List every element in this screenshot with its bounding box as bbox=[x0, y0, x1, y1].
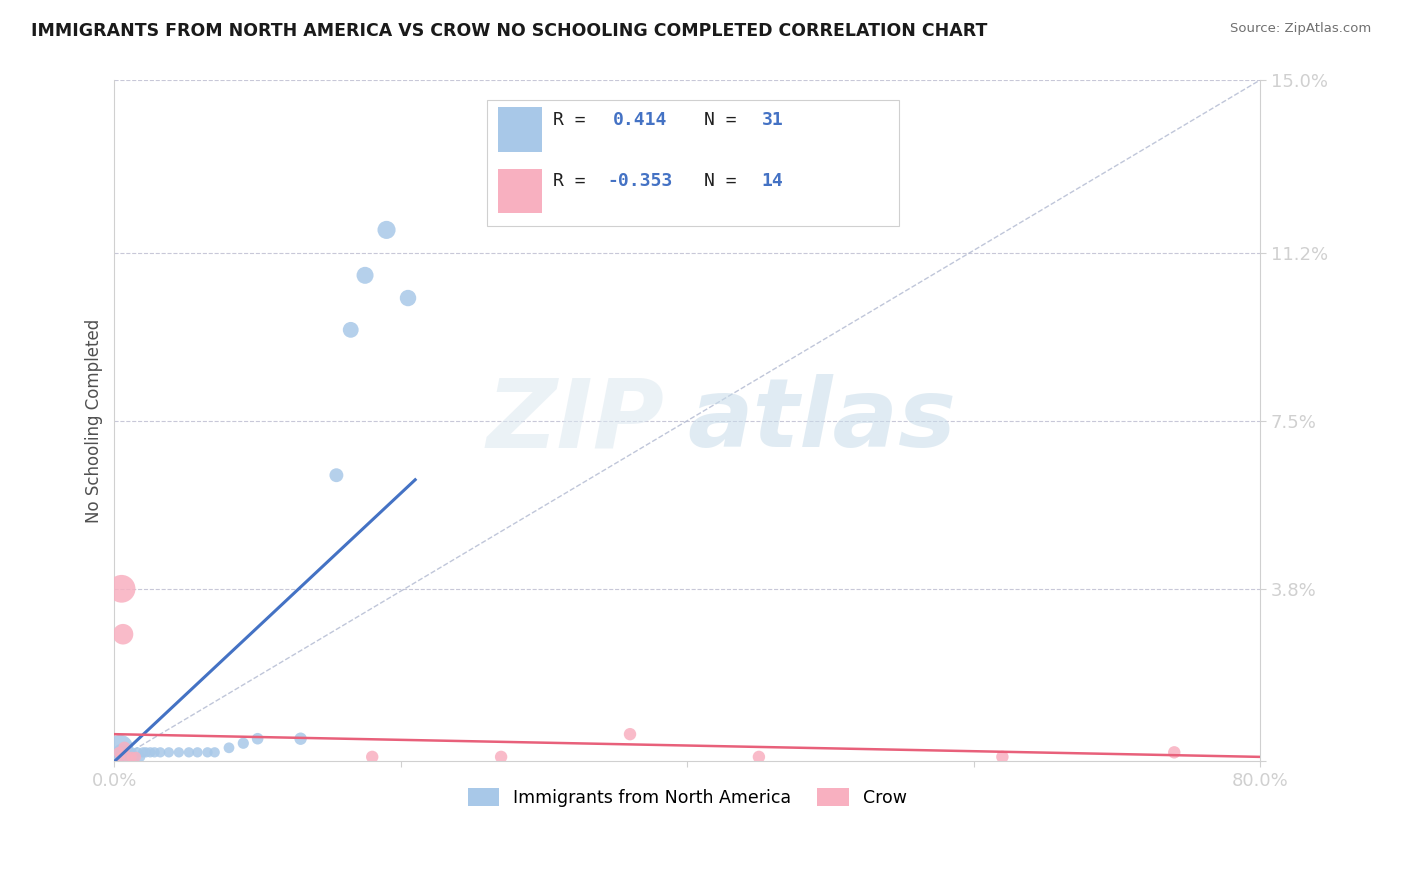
Point bbox=[149, 745, 172, 759]
Text: 0.414: 0.414 bbox=[613, 111, 668, 128]
Y-axis label: No Schooling Completed: No Schooling Completed bbox=[86, 318, 103, 523]
Text: -0.353: -0.353 bbox=[607, 172, 672, 190]
Point bbox=[139, 745, 162, 759]
Point bbox=[375, 223, 398, 237]
Text: 14: 14 bbox=[762, 172, 783, 190]
Point bbox=[121, 745, 143, 759]
Point bbox=[124, 750, 146, 764]
Point bbox=[117, 750, 139, 764]
Point bbox=[177, 745, 200, 759]
Point bbox=[111, 745, 134, 759]
Text: R =: R = bbox=[553, 172, 596, 190]
Point bbox=[619, 727, 641, 741]
Text: R =: R = bbox=[553, 111, 607, 128]
Point bbox=[167, 745, 190, 759]
Point bbox=[108, 750, 131, 764]
Point bbox=[110, 745, 132, 759]
Point bbox=[204, 745, 226, 759]
Point bbox=[748, 750, 770, 764]
Point bbox=[129, 750, 152, 764]
Point bbox=[110, 582, 132, 596]
Point bbox=[118, 745, 141, 759]
Point bbox=[290, 731, 312, 746]
Point bbox=[186, 745, 208, 759]
Legend: Immigrants from North America, Crow: Immigrants from North America, Crow bbox=[461, 781, 914, 814]
Point bbox=[115, 745, 138, 759]
Point bbox=[125, 750, 148, 764]
Point bbox=[991, 750, 1014, 764]
Point bbox=[108, 740, 131, 755]
Text: N =: N = bbox=[704, 111, 748, 128]
Text: atlas: atlas bbox=[688, 375, 956, 467]
Point bbox=[197, 745, 219, 759]
Text: Source: ZipAtlas.com: Source: ZipAtlas.com bbox=[1230, 22, 1371, 36]
Point bbox=[143, 745, 166, 759]
Point bbox=[246, 731, 269, 746]
Point bbox=[114, 750, 136, 764]
Text: IMMIGRANTS FROM NORTH AMERICA VS CROW NO SCHOOLING COMPLETED CORRELATION CHART: IMMIGRANTS FROM NORTH AMERICA VS CROW NO… bbox=[31, 22, 987, 40]
Point bbox=[339, 323, 361, 337]
Point bbox=[489, 750, 512, 764]
Point bbox=[127, 745, 149, 759]
Point bbox=[1163, 745, 1185, 759]
Point bbox=[117, 750, 139, 764]
FancyBboxPatch shape bbox=[486, 101, 900, 227]
Point bbox=[121, 750, 143, 764]
FancyBboxPatch shape bbox=[498, 107, 541, 152]
Text: 31: 31 bbox=[762, 111, 783, 128]
Point bbox=[325, 468, 347, 483]
Point bbox=[135, 745, 157, 759]
Point bbox=[132, 745, 155, 759]
Point bbox=[107, 745, 129, 759]
Point bbox=[396, 291, 419, 305]
Point bbox=[354, 268, 377, 283]
Point bbox=[361, 750, 384, 764]
Point bbox=[111, 627, 134, 641]
Text: ZIP: ZIP bbox=[486, 375, 665, 467]
Point bbox=[218, 740, 240, 755]
Text: N =: N = bbox=[704, 172, 748, 190]
Point bbox=[232, 736, 254, 750]
Point bbox=[114, 740, 136, 755]
FancyBboxPatch shape bbox=[498, 169, 541, 213]
Point bbox=[157, 745, 180, 759]
